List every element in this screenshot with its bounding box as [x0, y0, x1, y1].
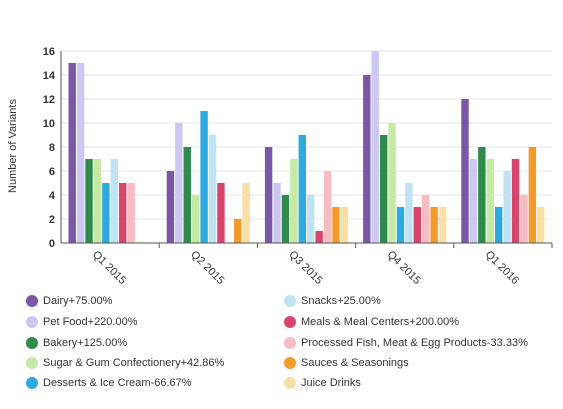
x-tick-label: Q3 2015	[286, 249, 324, 287]
bar	[68, 63, 76, 243]
gridlines	[61, 50, 552, 244]
bar	[511, 159, 520, 243]
bar	[102, 183, 110, 243]
bar	[85, 159, 93, 243]
y-tick-label: 4	[49, 190, 56, 202]
y-tick-label: 10	[43, 118, 55, 130]
bar	[405, 183, 413, 243]
x-tick-label: Q1 2016	[483, 249, 521, 287]
bar	[119, 183, 127, 243]
bar	[494, 207, 503, 243]
bar	[332, 207, 340, 243]
bar	[422, 195, 430, 243]
bar	[264, 147, 273, 243]
bar	[281, 195, 290, 243]
bar	[183, 147, 191, 243]
bar	[323, 171, 332, 243]
x-tick-label: Q4 2015	[385, 249, 423, 287]
bar	[503, 171, 511, 243]
bar	[371, 51, 379, 243]
bar	[234, 219, 242, 243]
y-tick-label: 8	[49, 142, 55, 154]
bar	[217, 183, 225, 243]
y-tick-label: 12	[43, 94, 55, 106]
bar	[379, 135, 388, 243]
bar	[430, 207, 438, 243]
y-tick-label: 0	[49, 238, 55, 250]
bar	[388, 123, 396, 243]
y-tick-label: 16	[43, 46, 55, 58]
y-tick-label: 14	[43, 70, 56, 82]
bar	[537, 207, 545, 243]
y-tick-label: 2	[49, 214, 55, 226]
bar	[307, 195, 315, 243]
bars	[68, 51, 545, 243]
bar	[461, 99, 469, 243]
x-tick-label: Q1 2015	[90, 249, 128, 287]
bar	[528, 147, 537, 243]
y-tick-label: 6	[49, 166, 55, 178]
bar	[175, 123, 183, 243]
bar	[520, 195, 528, 243]
bar	[315, 231, 323, 243]
bar	[396, 207, 405, 243]
bar	[110, 159, 119, 243]
bar	[93, 159, 102, 243]
bar	[478, 147, 486, 243]
bar	[191, 195, 200, 243]
bar	[486, 159, 494, 243]
bar	[413, 207, 422, 243]
bar	[363, 75, 371, 243]
bar	[298, 135, 306, 243]
bar	[127, 183, 135, 243]
bar	[290, 159, 298, 243]
bar	[208, 135, 217, 243]
bar	[340, 207, 349, 243]
bar	[469, 159, 478, 243]
bar	[200, 111, 208, 243]
bar	[242, 183, 250, 243]
bar	[273, 183, 281, 243]
bar	[76, 63, 85, 243]
bar	[438, 207, 447, 243]
bar	[166, 171, 175, 243]
y-axis-label: Number of Variants	[7, 99, 19, 193]
x-tick-label: Q2 2015	[188, 249, 226, 287]
